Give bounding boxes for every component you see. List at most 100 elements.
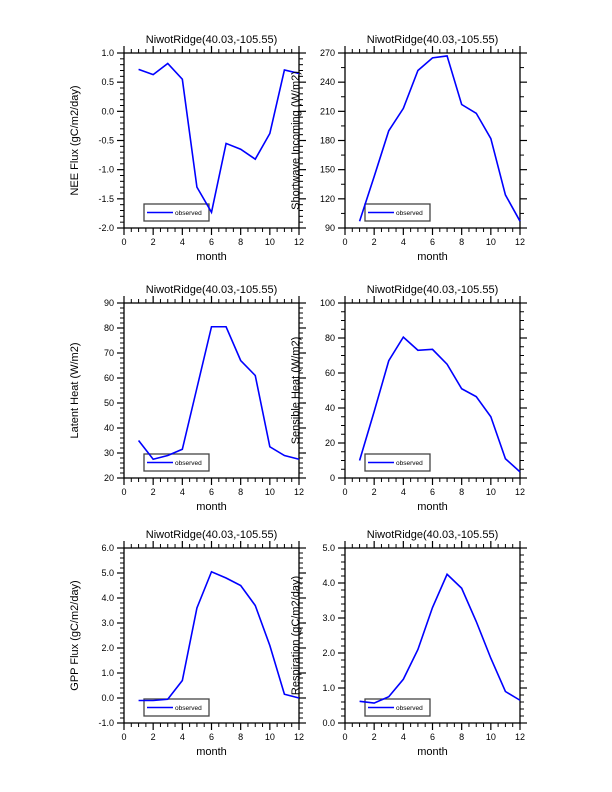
chart-sensible-heat: NiwotRidge(40.03,-105.55) 0 2 4 6 8 10 12 0 20 40 6…: [290, 284, 527, 513]
svg-text:10: 10: [486, 732, 496, 742]
legend-label: observed: [175, 210, 202, 217]
data-line-observed: [359, 572, 521, 704]
axis-ticks: [117, 296, 306, 485]
chart-title: NiwotRidge(40.03,-105.55): [367, 529, 498, 541]
legend: observed: [143, 203, 210, 222]
x-axis-label: month: [417, 501, 448, 513]
x-tick-labels: 0 2 4 6 8 10 12: [342, 732, 525, 742]
svg-text:20: 20: [104, 473, 114, 483]
svg-text:6: 6: [209, 487, 214, 497]
svg-text:100: 100: [320, 298, 335, 308]
svg-text:4: 4: [401, 487, 406, 497]
svg-text:12: 12: [515, 487, 525, 497]
svg-text:0: 0: [330, 473, 335, 483]
legend-label: observed: [396, 210, 423, 217]
svg-text:2.0: 2.0: [322, 648, 335, 658]
x-axis-label: month: [196, 746, 227, 758]
svg-text:0: 0: [121, 487, 126, 497]
svg-text:0.0: 0.0: [322, 718, 335, 728]
svg-text:3.0: 3.0: [101, 618, 114, 628]
svg-text:80: 80: [104, 323, 114, 333]
svg-text:180: 180: [320, 136, 335, 146]
chart-title: NiwotRidge(40.03,-105.55): [367, 284, 498, 296]
svg-text:240: 240: [320, 77, 335, 87]
x-tick-labels: 0 2 4 6 8 10 12: [121, 237, 304, 247]
legend-box: [364, 453, 431, 472]
svg-text:30: 30: [104, 448, 114, 458]
svg-text:10: 10: [265, 732, 275, 742]
svg-text:0.0: 0.0: [101, 693, 114, 703]
axis-ticks: [117, 46, 306, 235]
legend: observed: [364, 203, 431, 222]
svg-text:10: 10: [265, 487, 275, 497]
svg-text:120: 120: [320, 194, 335, 204]
y-tick-labels: -1.0 0.0 1.0 2.0 3.0 4.0 5.0 6.0: [98, 543, 114, 728]
y-tick-labels: 0 20 40 60 80 100: [320, 298, 335, 483]
svg-text:4: 4: [401, 237, 406, 247]
svg-text:6: 6: [209, 237, 214, 247]
svg-text:-0.5: -0.5: [98, 136, 114, 146]
svg-text:12: 12: [294, 732, 304, 742]
svg-text:5.0: 5.0: [101, 568, 114, 578]
legend-label: observed: [396, 705, 423, 712]
svg-text:6: 6: [209, 732, 214, 742]
chart-nee-flux: NiwotRidge(40.03,-105.55) 0 2 4 6 8 10 12 -2.0 -1…: [69, 34, 306, 263]
legend-label: observed: [396, 460, 423, 467]
svg-text:6: 6: [430, 487, 435, 497]
legend-box: [364, 698, 431, 717]
legend-box: [143, 453, 210, 472]
svg-text:60: 60: [325, 368, 335, 378]
legend-box: [143, 698, 210, 717]
plot-frame: [344, 547, 521, 724]
svg-text:0.0: 0.0: [101, 106, 114, 116]
svg-text:8: 8: [459, 732, 464, 742]
svg-text:40: 40: [104, 423, 114, 433]
legend: observed: [143, 453, 210, 472]
y-axis-label: Shortwave Incoming (W/m2): [290, 71, 302, 210]
y-axis-label: Latent Heat (W/m2): [69, 343, 81, 439]
svg-text:6.0: 6.0: [101, 543, 114, 553]
svg-text:8: 8: [238, 732, 243, 742]
y-axis-label: GPP Flux (gC/m2/day): [69, 580, 81, 690]
svg-text:6: 6: [430, 237, 435, 247]
x-axis-label: month: [196, 501, 227, 513]
legend-label: observed: [175, 705, 202, 712]
svg-text:1.0: 1.0: [322, 683, 335, 693]
svg-text:-2.0: -2.0: [98, 223, 114, 233]
svg-text:0: 0: [342, 487, 347, 497]
svg-text:4.0: 4.0: [101, 593, 114, 603]
legend: observed: [143, 698, 210, 717]
svg-text:4: 4: [180, 732, 185, 742]
svg-text:1.0: 1.0: [101, 668, 114, 678]
svg-text:20: 20: [325, 438, 335, 448]
svg-text:4: 4: [180, 237, 185, 247]
svg-text:60: 60: [104, 373, 114, 383]
svg-text:150: 150: [320, 165, 335, 175]
chart-title: NiwotRidge(40.03,-105.55): [146, 34, 277, 46]
svg-text:270: 270: [320, 48, 335, 58]
chart-respiration: NiwotRidge(40.03,-105.55) 0 2 4 6 8 10 12 0.0 1.0…: [290, 529, 527, 758]
svg-text:-1.0: -1.0: [98, 718, 114, 728]
data-line-observed: [358, 335, 521, 473]
svg-text:12: 12: [515, 237, 525, 247]
svg-text:0.5: 0.5: [101, 77, 114, 87]
svg-text:12: 12: [294, 487, 304, 497]
svg-text:80: 80: [325, 333, 335, 343]
data-line-observed: [138, 570, 300, 702]
y-tick-labels: 0.0 1.0 2.0 3.0 4.0 5.0: [322, 543, 335, 728]
svg-text:10: 10: [265, 237, 275, 247]
y-tick-labels: 90 120 150 180 210 240 270: [320, 48, 335, 233]
svg-text:8: 8: [238, 487, 243, 497]
data-line-observed: [358, 55, 521, 222]
legend-box: [143, 203, 210, 222]
svg-text:0: 0: [121, 237, 126, 247]
plot-frame: [344, 52, 521, 229]
y-tick-labels: 20 30 40 50 60 70 80 90: [104, 298, 114, 483]
svg-text:8: 8: [459, 487, 464, 497]
plot-frame: [123, 302, 300, 479]
svg-text:2: 2: [151, 237, 156, 247]
plot-frame: [123, 52, 300, 229]
svg-text:2: 2: [372, 237, 377, 247]
svg-text:-1.0: -1.0: [98, 165, 114, 175]
